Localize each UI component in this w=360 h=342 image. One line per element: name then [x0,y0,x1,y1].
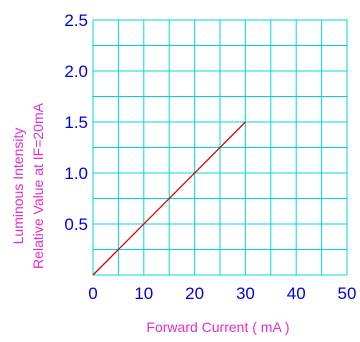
series-layer [92,121,246,276]
x-tick-label: 30 [236,284,255,303]
y-tick-label: 1.0 [64,164,88,183]
y-tick-label: 0.5 [64,215,88,234]
grid [92,19,348,276]
y-axis-title-line-1: Luminous Intensity [10,128,26,245]
x-tick-labels: 0 10 20 30 40 50 [88,284,356,303]
y-tick-label: 2.5 [64,11,88,30]
x-tick-label: 40 [287,284,306,303]
y-axis-title-line-2: Relative Value at IF=20mA [30,102,46,269]
x-tick-label: 50 [338,284,357,303]
x-axis-title: Forward Current ( mA ) [146,319,289,335]
series-line [92,121,246,276]
y-tick-label: 2.0 [64,62,88,81]
y-tick-labels: 0.5 1.0 1.5 2.0 2.5 [64,11,88,234]
x-tick-label: 0 [88,284,97,303]
x-tick-label: 10 [134,284,153,303]
y-tick-label: 1.5 [64,113,88,132]
x-tick-label: 20 [185,284,204,303]
